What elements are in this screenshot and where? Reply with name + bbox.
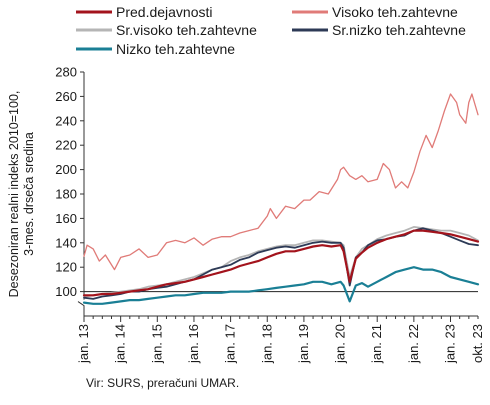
y-tick-label: 200 bbox=[55, 162, 77, 177]
x-tick-label: jan. 15 bbox=[149, 324, 164, 364]
legend-label-visoko-teh-zahtevne: Visoko teh.zahtevne bbox=[332, 4, 458, 20]
legend: Pred.dejavnosti Visoko teh.zahtevne Sr.vis… bbox=[76, 4, 466, 57]
legend-label-pred-dejavnosti: Pred.dejavnosti bbox=[116, 4, 213, 20]
legend-label-nizko-teh-zahtevne: Nizko teh.zahtevne bbox=[116, 41, 235, 57]
x-tick-label: jan. 19 bbox=[296, 324, 311, 364]
y-tick-label: 140 bbox=[55, 235, 77, 250]
x-tick-label: okt. 23 bbox=[470, 324, 485, 363]
x-tick-label: jan. 17 bbox=[223, 324, 238, 364]
x-tick-label: jan. 21 bbox=[369, 324, 384, 364]
y-axis-label-line: Desezoniran realni indeks 2010=100, bbox=[7, 91, 21, 298]
x-tick-label: jan. 14 bbox=[113, 324, 128, 364]
y-tick-label: 120 bbox=[55, 260, 77, 275]
series-lines bbox=[82, 93, 480, 305]
y-axis-break bbox=[77, 301, 85, 316]
y-axis-label: Desezoniran realni indeks 2010=100, 3-mes… bbox=[7, 91, 36, 298]
y-tick-label: 220 bbox=[55, 138, 77, 153]
legend-label-sr-nizko-teh-zahtevne: Sr.nizko teh.zahtevne bbox=[332, 22, 466, 38]
x-tick-label: jan. 23 bbox=[443, 324, 458, 364]
series-line-sr-visoko-teh-zahtevne bbox=[83, 226, 479, 298]
x-tick-label: jan. 18 bbox=[259, 324, 274, 364]
series-line-pred-dejavnosti bbox=[82, 229, 480, 297]
x-tick-label: jan. 13 bbox=[76, 324, 91, 364]
y-tick-label: 100 bbox=[55, 284, 77, 299]
source-note: Vir: SURS, preračuni UMAR. bbox=[86, 376, 240, 390]
legend-label-sr-visoko-teh-zahtevne: Sr.visoko teh.zahtevne bbox=[116, 22, 257, 38]
series-line-nizko-teh-zahtevne bbox=[82, 266, 480, 305]
y-tick-label: 160 bbox=[55, 211, 77, 226]
x-tick-label: jan. 22 bbox=[406, 324, 421, 364]
x-tick-label: jan. 16 bbox=[186, 324, 201, 364]
x-axis: jan. 13 jan. 14 jan. 15 jan. 16 jan. 17 jan. … bbox=[76, 315, 485, 364]
y-axis-label-line: 3-mes. drseča sredina bbox=[22, 132, 36, 256]
y-tick-label: 280 bbox=[55, 65, 77, 80]
x-tick-label: jan. 20 bbox=[333, 324, 348, 364]
y-tick-label: 260 bbox=[55, 89, 77, 104]
y-axis: 100 120 140 160 180 200 220 240 260 280 bbox=[55, 65, 85, 316]
series-line-visoko-teh-zahtevne bbox=[83, 93, 479, 271]
y-tick-label: 180 bbox=[55, 187, 77, 202]
y-tick-label: 240 bbox=[55, 113, 77, 128]
